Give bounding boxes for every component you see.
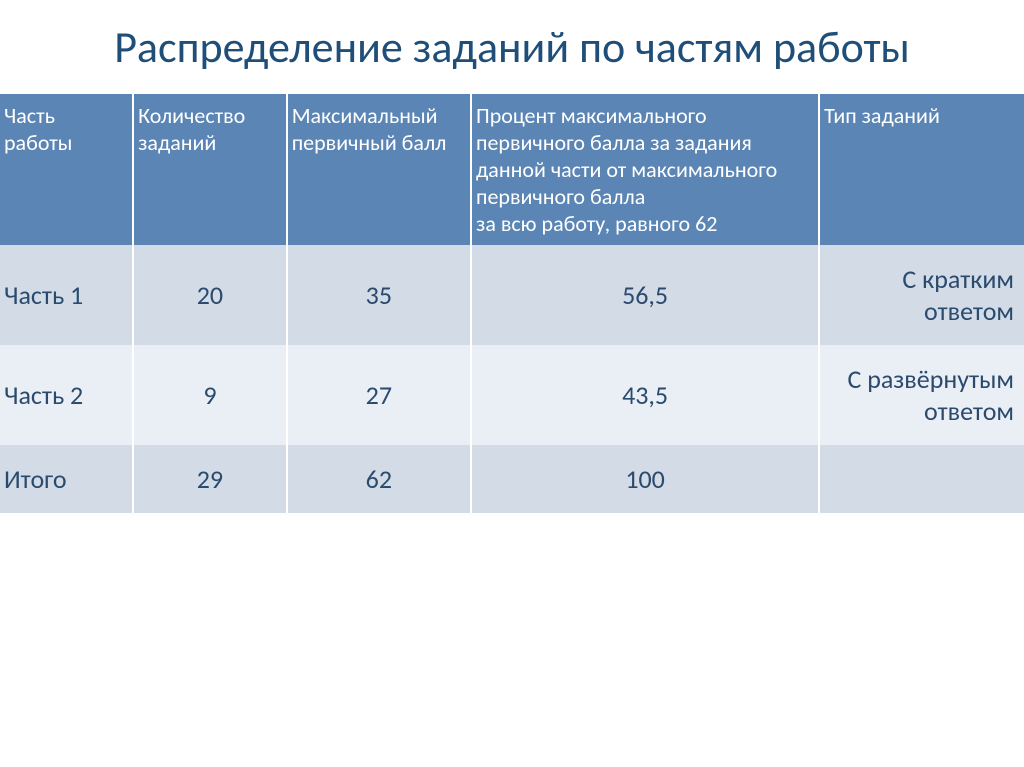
- table-cell: С развёрнутым ответом: [819, 345, 1024, 445]
- col-header-part: Часть работы: [0, 94, 133, 245]
- table-cell: 62: [287, 445, 471, 513]
- slide-title: Распределение заданий по частям работы: [0, 0, 1024, 94]
- table-header-row: Часть работы Количество заданий Максимал…: [0, 94, 1024, 245]
- col-header-maxscore: Максимальный первичный балл: [287, 94, 471, 245]
- table-cell: Часть 2: [0, 345, 133, 445]
- table-cell: [819, 445, 1024, 513]
- col-header-type: Тип заданий: [819, 94, 1024, 245]
- col-header-count: Количество заданий: [133, 94, 287, 245]
- col-header-percent: Процент максимального первичного балла з…: [471, 94, 819, 245]
- table-cell: 27: [287, 345, 471, 445]
- table-cell: 20: [133, 245, 287, 345]
- table-body: Часть 1203556,5С кратким ответомЧасть 29…: [0, 245, 1024, 513]
- table-cell: С кратким ответом: [819, 245, 1024, 345]
- table-cell: 100: [471, 445, 819, 513]
- table-cell: 9: [133, 345, 287, 445]
- table-row: Итого2962100: [0, 445, 1024, 513]
- table-cell: 43,5: [471, 345, 819, 445]
- distribution-table: Часть работы Количество заданий Максимал…: [0, 94, 1024, 513]
- table-cell: Итого: [0, 445, 133, 513]
- table-row: Часть 1203556,5С кратким ответом: [0, 245, 1024, 345]
- table-cell: 29: [133, 445, 287, 513]
- table-row: Часть 292743,5С развёрнутым ответом: [0, 345, 1024, 445]
- table-cell: 56,5: [471, 245, 819, 345]
- table-cell: Часть 1: [0, 245, 133, 345]
- table-cell: 35: [287, 245, 471, 345]
